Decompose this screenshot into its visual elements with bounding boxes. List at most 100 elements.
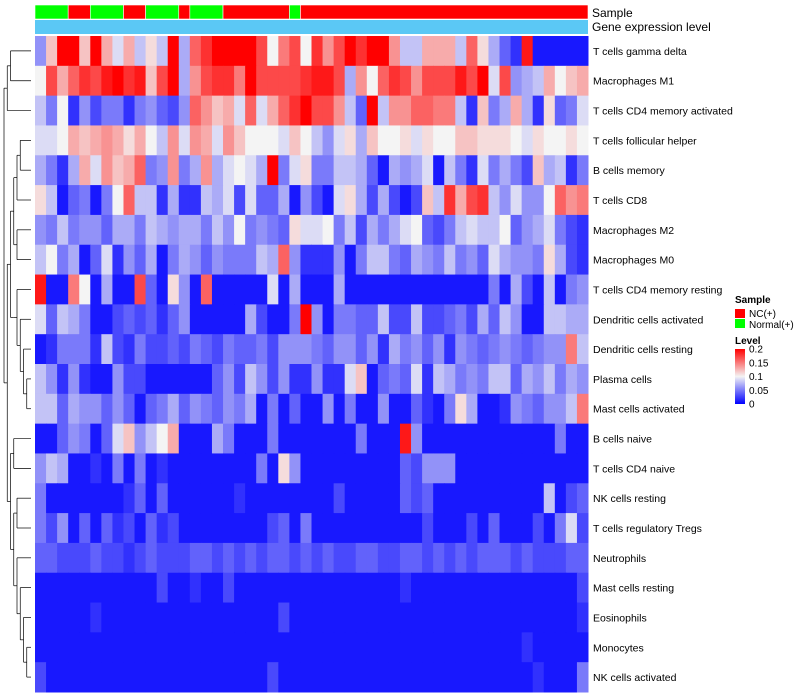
heatmap-cell — [355, 274, 368, 305]
heatmap-cell — [223, 513, 235, 544]
heatmap-cell — [123, 36, 136, 67]
heatmap-cell — [422, 274, 434, 305]
heatmap-cell — [455, 36, 467, 67]
heatmap-cell — [90, 95, 102, 126]
heatmap-cell — [554, 483, 567, 514]
heatmap-cell — [488, 542, 501, 574]
heatmap-cell — [554, 304, 567, 335]
heatmap-cell — [156, 513, 169, 544]
heatmap-cell — [200, 632, 213, 663]
heatmap-cell — [466, 393, 478, 425]
heatmap-cell — [289, 483, 301, 514]
heatmap-cell — [167, 95, 180, 126]
heatmap-cell — [355, 483, 368, 514]
heatmap-cell — [311, 36, 324, 67]
heatmap-cell — [455, 65, 467, 97]
sample-annotation-label: Sample — [592, 6, 633, 20]
legend-level-tick: 0 — [749, 400, 755, 411]
heatmap-cell — [455, 423, 467, 454]
heatmap-cell — [510, 542, 523, 574]
heatmap-cell — [532, 542, 545, 574]
heatmap-cell — [223, 542, 235, 574]
legend-level-title: Level — [735, 336, 761, 347]
heatmap-cell — [167, 393, 180, 425]
heatmap-cell — [388, 95, 401, 126]
heatmap-cell — [145, 632, 158, 663]
heatmap-cell — [532, 125, 545, 156]
heatmap-cell — [79, 393, 91, 425]
heatmap-cell — [554, 662, 567, 693]
heatmap-cell — [245, 65, 257, 97]
heatmap-cell — [411, 393, 423, 425]
heatmap-cell — [576, 364, 589, 395]
heatmap-cell — [565, 36, 578, 67]
heatmap-cell — [90, 274, 102, 305]
heatmap-cell — [433, 304, 445, 335]
heatmap-cell — [455, 364, 467, 395]
heatmap-cell — [477, 65, 489, 97]
heatmap-cell — [289, 662, 301, 693]
heatmap-cell — [576, 155, 589, 186]
heatmap-cell — [90, 453, 102, 484]
heatmap-cell — [532, 95, 545, 126]
heatmap-cell — [344, 304, 357, 335]
heatmap-cell — [366, 393, 379, 425]
heatmap-cell — [576, 95, 589, 126]
heatmap-cell — [366, 274, 379, 305]
heatmap-cell — [200, 304, 213, 335]
heatmap-cell — [134, 632, 147, 663]
heatmap-cell — [35, 483, 47, 514]
heatmap-cell — [256, 542, 268, 574]
heatmap-cell — [333, 304, 346, 335]
heatmap-cell — [145, 662, 158, 693]
heatmap-cell — [377, 602, 390, 633]
heatmap-cell — [79, 453, 91, 484]
heatmap-cell — [245, 572, 257, 604]
heatmap-cell — [267, 453, 279, 484]
heatmap-cell — [399, 334, 412, 365]
heatmap-cell — [510, 423, 523, 454]
heatmap-cell — [46, 36, 58, 67]
heatmap-cell — [278, 393, 290, 425]
heatmap-cell — [245, 602, 257, 633]
heatmap-cell — [355, 125, 368, 156]
heatmap-cell — [554, 125, 567, 156]
heatmap-cell — [422, 155, 434, 186]
heatmap-cell — [101, 65, 113, 97]
heatmap-cell — [234, 572, 246, 604]
heatmap-cell — [477, 304, 489, 335]
heatmap-cell — [167, 632, 180, 663]
heatmap-cell — [200, 542, 213, 574]
heatmap-cell — [234, 274, 246, 305]
heatmap-cell — [289, 453, 301, 484]
heatmap-cell — [57, 36, 69, 67]
heatmap-cell — [112, 513, 124, 544]
heatmap-cell — [466, 542, 478, 574]
heatmap-cell — [90, 393, 102, 425]
heatmap-cell — [189, 483, 202, 514]
heatmap-cell — [488, 513, 501, 544]
heatmap-cell — [521, 542, 534, 574]
heatmap-cell — [234, 483, 246, 514]
heatmap-cell — [311, 513, 324, 544]
heatmap-cell — [278, 214, 290, 246]
heatmap-cell — [344, 483, 357, 514]
heatmap-cell — [466, 483, 478, 514]
heatmap-cell — [46, 423, 58, 454]
heatmap-cell — [477, 572, 489, 604]
heatmap-cell — [278, 632, 290, 663]
heatmap-cell — [422, 513, 434, 544]
heatmap-cell — [167, 662, 180, 693]
heatmap-cell — [200, 453, 213, 484]
heatmap-cell — [466, 602, 478, 633]
heatmap-cell — [134, 334, 147, 365]
heatmap-cell — [57, 185, 69, 216]
heatmap-cell — [532, 662, 545, 693]
heatmap-cell — [278, 572, 290, 604]
heatmap-cell — [532, 274, 545, 305]
heatmap-cell — [211, 125, 224, 156]
heatmap-cell — [211, 364, 224, 395]
heatmap-cell — [101, 423, 113, 454]
heatmap-cell — [156, 65, 169, 97]
heatmap-cell — [234, 304, 246, 335]
